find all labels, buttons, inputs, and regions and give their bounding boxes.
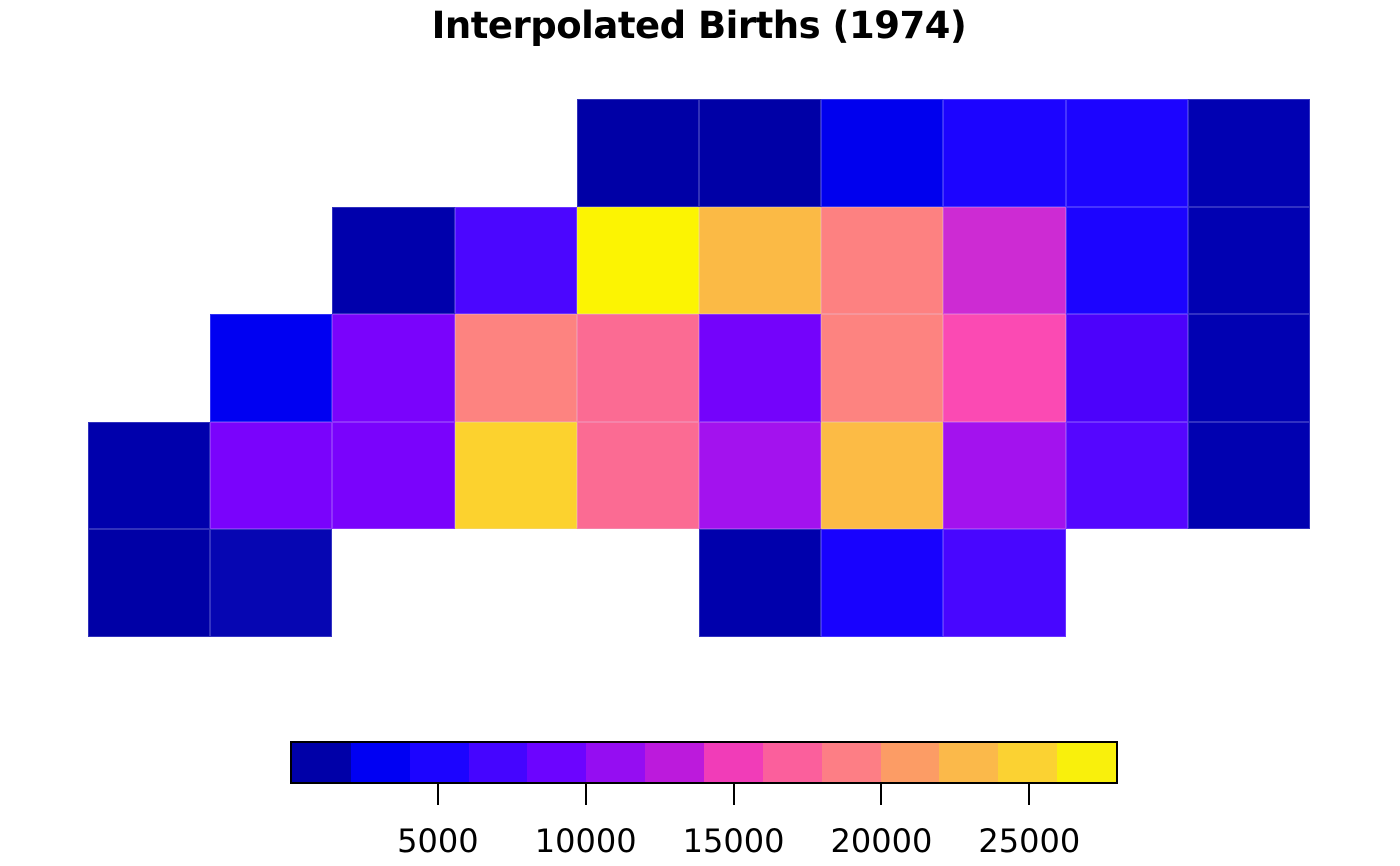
- colorbar-tick-label-10000: 10000: [534, 822, 637, 860]
- heatmap-cell-r1-c7: [943, 206, 1066, 314]
- colorbar-segment-11: [880, 743, 940, 782]
- heatmap-cell-r1-c5: [699, 206, 822, 314]
- heatmap-cell-r1-c3: [454, 206, 577, 314]
- heatmap-cell-r3-c7: [943, 421, 1066, 529]
- colorbar-segment-1: [292, 743, 351, 782]
- colorbar-tick-10000: [584, 784, 587, 805]
- colorbar-segment-14: [1057, 743, 1117, 782]
- heatmap-cell-r0-c4: [576, 99, 699, 207]
- heatmap-cell-r2-c1: [210, 314, 333, 422]
- heatmap-cell-r2-c9: [1187, 314, 1310, 422]
- heatmap-cell-r1-c4: [576, 206, 699, 314]
- heatmap-cell-r3-c8: [1065, 421, 1188, 529]
- colorbar-segment-4: [468, 743, 528, 782]
- heatmap-cell-r3-c5: [699, 421, 822, 529]
- heatmap-cell-r3-c0: [88, 421, 211, 529]
- heatmap-cell-r2-c3: [454, 314, 577, 422]
- colorbar-segment-8: [704, 743, 763, 782]
- colorbar-segment-2: [350, 743, 410, 782]
- colorbar-segment-7: [645, 743, 705, 782]
- heatmap-cell-r1-c9: [1187, 206, 1310, 314]
- colorbar-tick-label-15000: 15000: [682, 822, 785, 860]
- colorbar-tick-5000: [436, 784, 439, 805]
- colorbar-segment-13: [998, 743, 1058, 782]
- heatmap-cell-r4-c0: [88, 529, 211, 637]
- colorbar: [290, 741, 1118, 784]
- colorbar-segment-12: [939, 743, 999, 782]
- heatmap-cell-r2-c2: [332, 314, 455, 422]
- heatmap-cell-r0-c6: [821, 99, 944, 207]
- colorbar-segment-3: [409, 743, 469, 782]
- colorbar-segment-5: [527, 743, 587, 782]
- colorbar-tick-label-5000: 5000: [397, 822, 479, 860]
- heatmap-cell-r1-c2: [332, 206, 455, 314]
- heatmap-cell-r4-c7: [943, 529, 1066, 637]
- heatmap-cell-r0-c8: [1065, 99, 1188, 207]
- heatmap-cell-r0-c5: [699, 99, 822, 207]
- heatmap-cell-r4-c6: [821, 529, 944, 637]
- heatmap-cell-r3-c6: [821, 421, 944, 529]
- heatmap-cell-r4-c1: [210, 529, 333, 637]
- heatmap-cell-r4-c5: [699, 529, 822, 637]
- heatmap-cell-r2-c8: [1065, 314, 1188, 422]
- heatmap-cell-r3-c2: [332, 421, 455, 529]
- colorbar-tick-25000: [1028, 784, 1031, 805]
- heatmap-cell-r2-c7: [943, 314, 1066, 422]
- heatmap-cell-r0-c7: [943, 99, 1066, 207]
- heatmap-cell-r1-c8: [1065, 206, 1188, 314]
- colorbar-tick-20000: [880, 784, 883, 805]
- colorbar-segment-6: [586, 743, 646, 782]
- colorbar-segment-9: [762, 743, 822, 782]
- colorbar-tick-label-20000: 20000: [830, 822, 933, 860]
- heatmap-cell-r2-c6: [821, 314, 944, 422]
- heatmap-cell-r2-c5: [699, 314, 822, 422]
- heatmap-cell-r2-c4: [576, 314, 699, 422]
- colorbar-segment-10: [821, 743, 881, 782]
- chart-title: Interpolated Births (1974): [431, 4, 967, 47]
- heatmap-cell-r3-c1: [210, 421, 333, 529]
- heatmap-cell-r3-c9: [1187, 421, 1310, 529]
- heatmap-cell-r3-c4: [576, 421, 699, 529]
- colorbar-tick-label-25000: 25000: [978, 822, 1081, 860]
- heatmap-cell-r3-c3: [454, 421, 577, 529]
- colorbar-tick-15000: [732, 784, 735, 805]
- heatmap-cell-r1-c6: [821, 206, 944, 314]
- heatmap-cell-r0-c9: [1187, 99, 1310, 207]
